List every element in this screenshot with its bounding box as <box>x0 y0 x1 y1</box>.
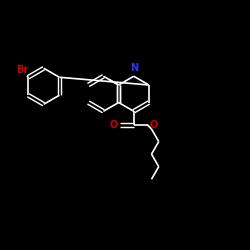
Text: N: N <box>130 64 138 74</box>
Text: Br: Br <box>16 65 28 75</box>
Text: O: O <box>109 120 118 130</box>
Text: O: O <box>150 120 158 130</box>
